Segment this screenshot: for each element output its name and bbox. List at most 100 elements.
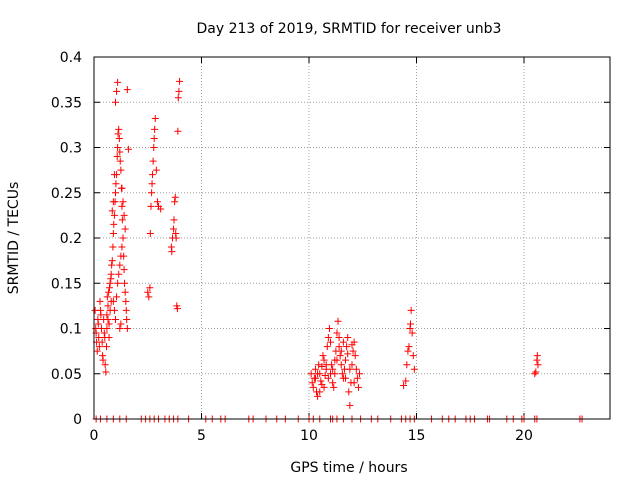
data-point (103, 293, 111, 301)
data-point (151, 115, 159, 123)
y-tick-label: 0.15 (51, 276, 82, 292)
data-point (118, 216, 126, 224)
data-point (311, 365, 319, 373)
data-point (334, 317, 342, 325)
data-point (145, 293, 153, 301)
data-point (318, 363, 326, 371)
data-point (117, 166, 125, 174)
y-tick-label: 0.1 (60, 322, 82, 338)
data-point (308, 379, 316, 387)
data-point (112, 189, 119, 197)
data-point (112, 98, 119, 106)
data-point (114, 130, 122, 138)
data-point (95, 343, 103, 351)
data-point (97, 311, 105, 319)
data-point (147, 202, 155, 210)
data-point (117, 320, 125, 328)
data-point (311, 374, 319, 382)
data-point (116, 148, 124, 156)
x-axis-label: GPS time / hours (290, 460, 407, 476)
data-point (400, 382, 408, 390)
data-point (170, 216, 178, 224)
data-point (330, 383, 338, 391)
data-point (118, 202, 126, 210)
data-point (171, 193, 179, 201)
data-point (176, 77, 184, 85)
y-axis-label: SRMTID / TECUs (6, 182, 22, 295)
data-point (96, 297, 104, 305)
data-point (93, 347, 101, 355)
data-point (116, 261, 124, 269)
data-point (102, 343, 110, 351)
data-point (152, 166, 160, 174)
data-point (337, 347, 345, 355)
data-point (349, 347, 357, 355)
data-point (307, 370, 315, 378)
data-point (105, 320, 113, 328)
data-point (114, 78, 122, 86)
data-point (122, 297, 130, 305)
data-point (336, 352, 344, 360)
data-point (106, 306, 114, 314)
y-tick-label: 0.35 (51, 95, 82, 111)
y-tick-label: 0.05 (51, 367, 82, 383)
data-point (174, 94, 182, 102)
x-tick-label: 0 (90, 428, 99, 444)
data-point (409, 352, 417, 360)
data-point (124, 145, 132, 153)
x-tick-label: 10 (300, 428, 318, 444)
data-point (342, 356, 350, 364)
data-point (115, 125, 123, 133)
data-point (121, 225, 129, 233)
data-point (405, 343, 413, 351)
data-point (110, 171, 118, 179)
data-point (171, 198, 179, 206)
data-point (327, 338, 334, 346)
data-point (320, 383, 328, 391)
data-point (115, 270, 123, 278)
plot-frame (93, 56, 611, 420)
data-point (108, 207, 116, 215)
data-point (170, 225, 178, 233)
data-point (344, 334, 352, 342)
data-point (325, 325, 333, 332)
data-point (151, 125, 159, 133)
data-point (118, 243, 126, 251)
data-point (343, 343, 351, 351)
data-point (316, 388, 324, 396)
data-point (532, 368, 540, 376)
data-point (104, 315, 112, 323)
data-point (109, 243, 117, 251)
data-point (533, 352, 541, 360)
data-point (320, 356, 328, 364)
data-point (146, 284, 154, 292)
data-point (407, 306, 415, 314)
data-point (122, 306, 130, 314)
data-point (113, 153, 121, 161)
data-point (123, 86, 131, 94)
data-point (175, 87, 183, 95)
data-point (333, 329, 341, 337)
data-points (91, 77, 586, 423)
data-point (105, 334, 113, 342)
data-point (110, 220, 118, 228)
data-point (338, 370, 346, 378)
data-point (404, 347, 412, 355)
data-point (112, 315, 119, 323)
data-point (353, 374, 361, 382)
data-point (149, 157, 157, 165)
data-point (108, 257, 116, 265)
data-point (118, 184, 126, 192)
data-point (114, 144, 122, 151)
data-point (116, 157, 124, 165)
data-point (109, 229, 117, 237)
data-point (114, 279, 122, 287)
data-point (172, 234, 180, 242)
data-point (402, 377, 410, 385)
data-point (148, 189, 156, 197)
data-point (354, 383, 362, 391)
data-point (121, 279, 129, 287)
x-tick-label: 15 (408, 428, 426, 444)
data-point (107, 270, 115, 278)
